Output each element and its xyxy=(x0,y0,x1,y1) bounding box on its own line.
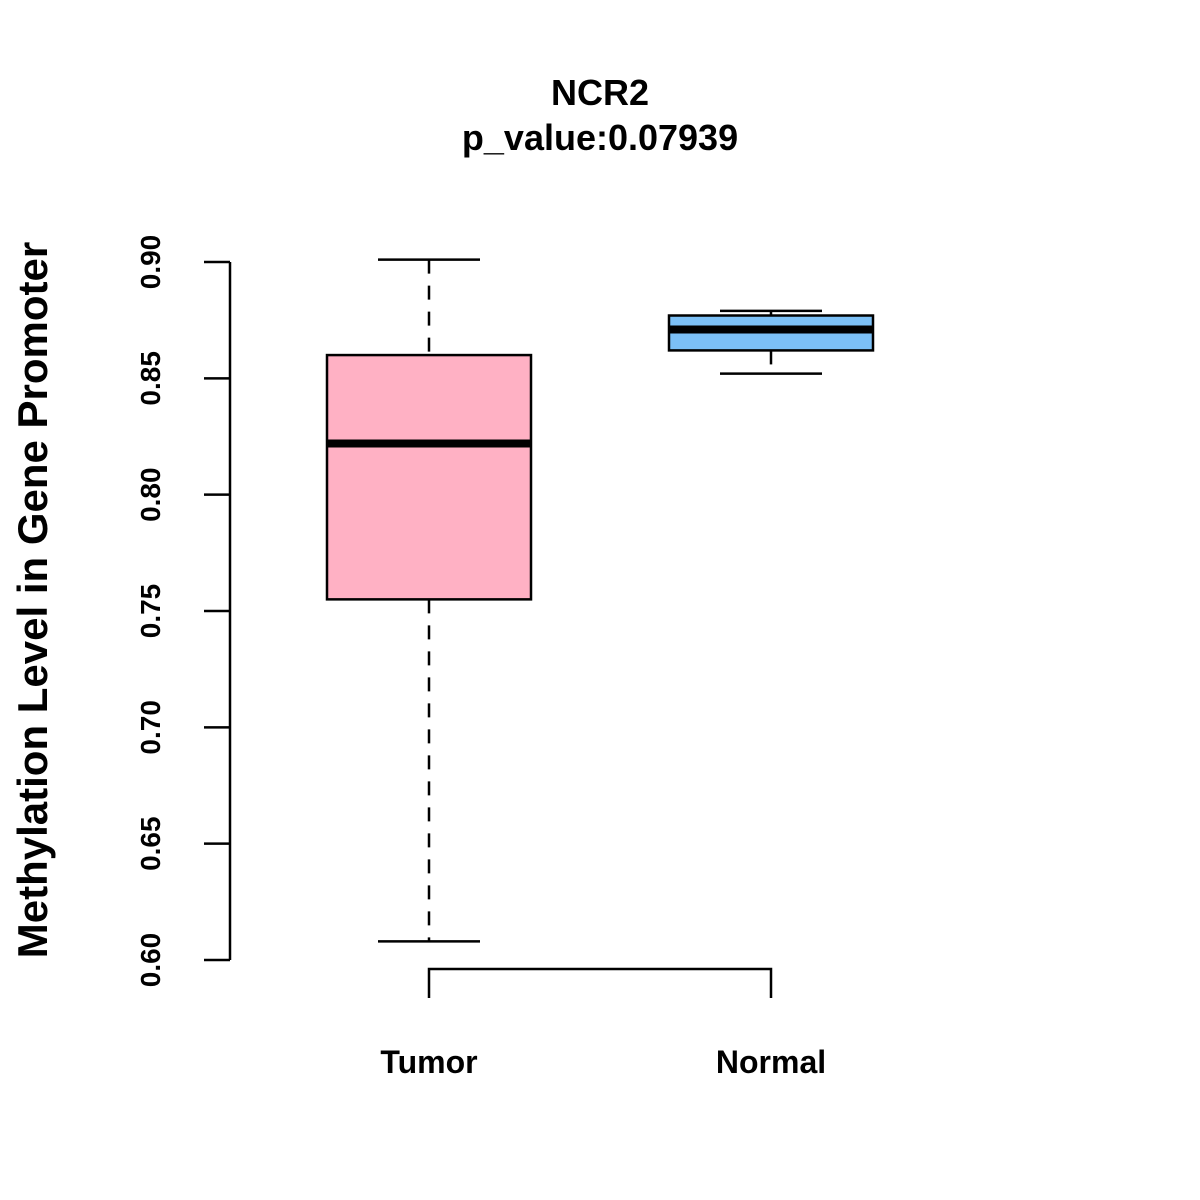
y-tick-label: 0.65 xyxy=(135,816,166,871)
y-tick-label: 0.85 xyxy=(135,351,166,406)
chart-title: NCR2 xyxy=(551,72,649,113)
y-tick-label: 0.60 xyxy=(135,933,166,988)
chart-subtitle: p_value:0.07939 xyxy=(462,117,738,158)
box-normal xyxy=(667,309,875,375)
boxes-group xyxy=(325,258,875,943)
y-tick-label: 0.70 xyxy=(135,700,166,755)
y-axis-label: Methylation Level in Gene Promoter xyxy=(9,242,56,958)
box-tumor xyxy=(325,258,533,943)
y-axis: 0.60 0.65 0.70 0.75 0.80 0.85 0.90 xyxy=(135,235,232,988)
significance-bracket xyxy=(427,967,773,998)
x-label-normal: Normal xyxy=(716,1044,826,1080)
y-tick-label: 0.75 xyxy=(135,584,166,639)
x-label-tumor: Tumor xyxy=(380,1044,477,1080)
bracket-line xyxy=(427,967,773,998)
y-tick-label: 0.90 xyxy=(135,235,166,290)
box-iqr xyxy=(325,353,533,601)
y-tick-label: 0.80 xyxy=(135,467,166,521)
x-axis-labels: Tumor Normal xyxy=(380,1044,826,1080)
